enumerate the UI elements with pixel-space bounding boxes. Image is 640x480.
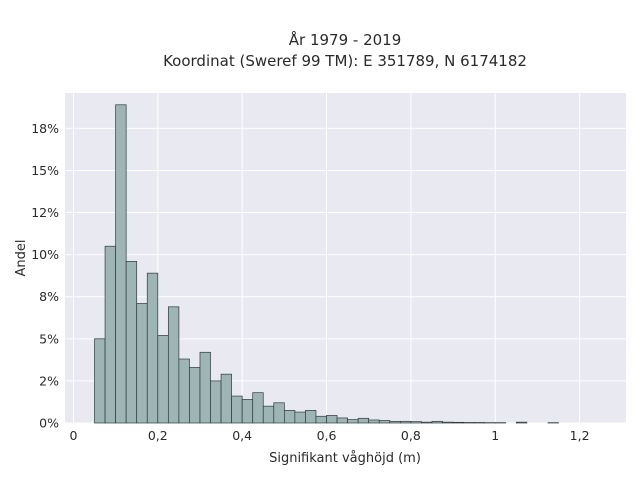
y-tick-label: 18% bbox=[31, 121, 59, 136]
histogram-bar bbox=[146, 272, 159, 424]
histogram-bar bbox=[473, 422, 486, 424]
histogram-bar bbox=[431, 420, 443, 424]
y-tick-labels: 0% 2% 5% 8% 10% 12% 15% 18% bbox=[31, 121, 59, 431]
y-axis-label: Andel bbox=[14, 240, 29, 277]
y-tick-label: 15% bbox=[31, 163, 59, 178]
x-tick-label: 0,4 bbox=[232, 428, 252, 443]
histogram-bar bbox=[136, 303, 148, 424]
histogram-bar bbox=[399, 420, 412, 424]
histogram-bar bbox=[125, 261, 138, 424]
x-tick-labels: 0 0,2 0,4 0,6 0,8 1 1,2 bbox=[69, 428, 589, 443]
x-tick-label: 0,6 bbox=[317, 428, 337, 443]
histogram-bar bbox=[94, 338, 106, 424]
y-tick-label: 8% bbox=[39, 289, 59, 304]
histogram-bar bbox=[452, 421, 464, 424]
histogram-bar bbox=[515, 421, 528, 424]
y-tick-label: 12% bbox=[31, 205, 59, 220]
y-tick-label: 5% bbox=[39, 331, 59, 346]
histogram-bar bbox=[231, 395, 243, 424]
histogram-bar bbox=[283, 410, 296, 424]
histogram-bar bbox=[357, 417, 370, 424]
histogram-bar bbox=[336, 417, 348, 424]
y-tick-label: 0% bbox=[39, 416, 59, 431]
histogram-bar bbox=[463, 422, 475, 424]
x-axis-label: Signifikant våghöjd (m) bbox=[269, 451, 421, 466]
histogram-bar bbox=[315, 415, 327, 424]
histogram-bar bbox=[389, 420, 401, 424]
histogram-bar bbox=[241, 399, 254, 424]
histogram-bar bbox=[305, 410, 317, 424]
x-tick-label: 0 bbox=[69, 428, 77, 443]
histogram-bar bbox=[167, 306, 180, 424]
bars bbox=[94, 104, 559, 424]
y-tick-label: 10% bbox=[31, 247, 59, 262]
histogram-bar bbox=[410, 421, 422, 424]
histogram-bar bbox=[368, 419, 380, 424]
x-tick-label: 0,2 bbox=[148, 428, 168, 443]
histogram-bar bbox=[199, 351, 211, 424]
x-tick-label: 1,2 bbox=[570, 428, 590, 443]
histogram-bar bbox=[157, 335, 169, 424]
histogram-bar bbox=[262, 405, 275, 424]
histogram-bar bbox=[115, 104, 127, 424]
histogram-bar bbox=[442, 421, 454, 424]
histogram-bar bbox=[178, 358, 190, 424]
y-tick-label: 2% bbox=[39, 373, 59, 388]
histogram-bar bbox=[210, 380, 222, 424]
chart-title-line1: År 1979 - 2019 bbox=[289, 30, 402, 49]
histogram-bar bbox=[104, 245, 116, 424]
histogram-bar bbox=[326, 415, 338, 424]
x-tick-label: 1 bbox=[491, 428, 499, 443]
histogram-bar bbox=[378, 420, 391, 424]
histogram-bar bbox=[421, 421, 433, 424]
histogram-bar bbox=[347, 419, 359, 424]
histogram-bar bbox=[273, 402, 285, 424]
x-tick-label: 0,8 bbox=[401, 428, 421, 443]
chart-title-line2: Koordinat (Sweref 99 TM): E 351789, N 61… bbox=[163, 52, 527, 70]
histogram-bar bbox=[294, 411, 306, 424]
histogram-bar bbox=[189, 367, 201, 424]
histogram-bar bbox=[220, 373, 232, 424]
histogram-bar bbox=[252, 392, 264, 424]
